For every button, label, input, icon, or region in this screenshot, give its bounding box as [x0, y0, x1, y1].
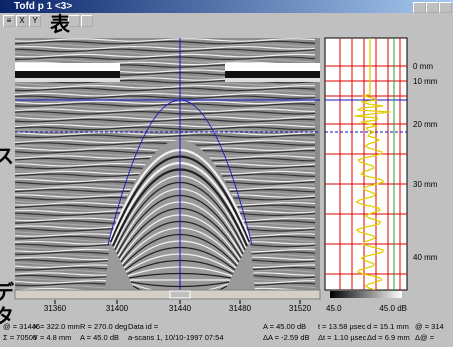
scrollbar[interactable] [15, 290, 320, 299]
overlay-glyph: タ [0, 300, 14, 329]
x-tick-label: 31400 [106, 304, 129, 313]
gain-label: 45.0 dB [379, 304, 407, 313]
scroll-thumb[interactable] [170, 291, 190, 298]
status-field: d = 15.1 mm [367, 322, 409, 331]
status-field: Y = 4.8 mm [33, 333, 71, 342]
x-tick-label: 31440 [169, 304, 192, 313]
status-field: ΔA = -2.59 dB [263, 333, 310, 342]
gain-label: 45.0 [326, 304, 342, 313]
x-tick-label: 31480 [229, 304, 252, 313]
app-window: Tofd p 1 <3> ≡ X Y 313603140031440314803… [0, 0, 453, 347]
lateral-wave [225, 63, 320, 71]
depth-label: 0 mm [413, 62, 433, 71]
lateral-wave [225, 71, 320, 78]
depth-label: 40 mm [413, 253, 438, 262]
status-field: t = 13.58 µsec [318, 322, 365, 331]
x-tick-label: 31520 [289, 304, 312, 313]
status-field: X = 322.0 mm [33, 322, 80, 331]
status-field: Δd = 6.9 mm [367, 333, 410, 342]
depth-label: 20 mm [413, 120, 438, 129]
overlay-glyph: ス [0, 140, 14, 169]
status-field: Δ@ = [415, 333, 434, 342]
status-field: A = 45.0 dB [80, 333, 119, 342]
status-field: A = 45.00 dB [263, 322, 306, 331]
overlay-glyph: 表 [50, 8, 70, 37]
depth-label: 10 mm [413, 77, 438, 86]
depth-label: 30 mm [413, 180, 438, 189]
lateral-wave [15, 63, 120, 71]
gain-bar [330, 291, 402, 298]
status-field: R = 270.0 deg [80, 322, 127, 331]
status-field: Δt = 1.10 µsec [318, 333, 366, 342]
status-field: Σ = 70506 [3, 333, 37, 342]
lateral-wave [15, 71, 120, 78]
status-field: @ = 314 [415, 322, 444, 331]
lateral-wave [225, 78, 320, 82]
status-field: Data id = [128, 322, 158, 331]
lateral-wave [15, 78, 120, 82]
status-field: a-scans 1, 10/10-1997 07:54 [128, 333, 224, 342]
x-tick-label: 31360 [44, 304, 67, 313]
scan-view: 31360 31400 31440 31480 31520 0 mm 10 mm 20 mm 3… [0, 0, 453, 318]
